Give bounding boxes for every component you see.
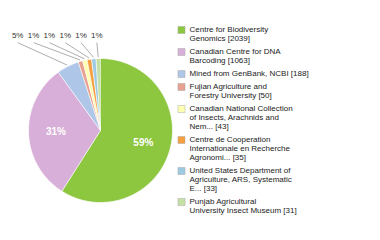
svg-text:Canadian Centre for DNABarcodi: Canadian Centre for DNABarcoding [1063] bbox=[190, 47, 282, 65]
svg-text:5%: 5% bbox=[12, 31, 24, 40]
svg-text:Canadian National Collectionof: Canadian National Collectionof Insects, … bbox=[190, 104, 293, 131]
svg-text:1%: 1% bbox=[44, 31, 56, 40]
svg-text:1%: 1% bbox=[91, 31, 103, 40]
svg-text:59%: 59% bbox=[133, 137, 153, 148]
svg-text:Fujian Agriculture andForestry: Fujian Agriculture andForestry Universit… bbox=[190, 82, 272, 100]
svg-text:1%: 1% bbox=[28, 31, 40, 40]
svg-text:United States Department ofAgr: United States Department ofAgriculture, … bbox=[190, 166, 292, 193]
svg-text:Mined from GenBank, NCBI [188]: Mined from GenBank, NCBI [188] bbox=[190, 69, 309, 78]
svg-text:1%: 1% bbox=[59, 31, 71, 40]
svg-text:31%: 31% bbox=[46, 126, 66, 137]
svg-text:Centre for BiodiversityGenomic: Centre for BiodiversityGenomics [2039] bbox=[190, 25, 269, 43]
svg-text:Centre de CooperationInternati: Centre de CooperationInternationale en R… bbox=[190, 135, 291, 162]
svg-text:1%: 1% bbox=[75, 31, 87, 40]
svg-text:Punjab AgriculturalUniversity: Punjab AgriculturalUniversity Insect Mus… bbox=[190, 197, 297, 215]
